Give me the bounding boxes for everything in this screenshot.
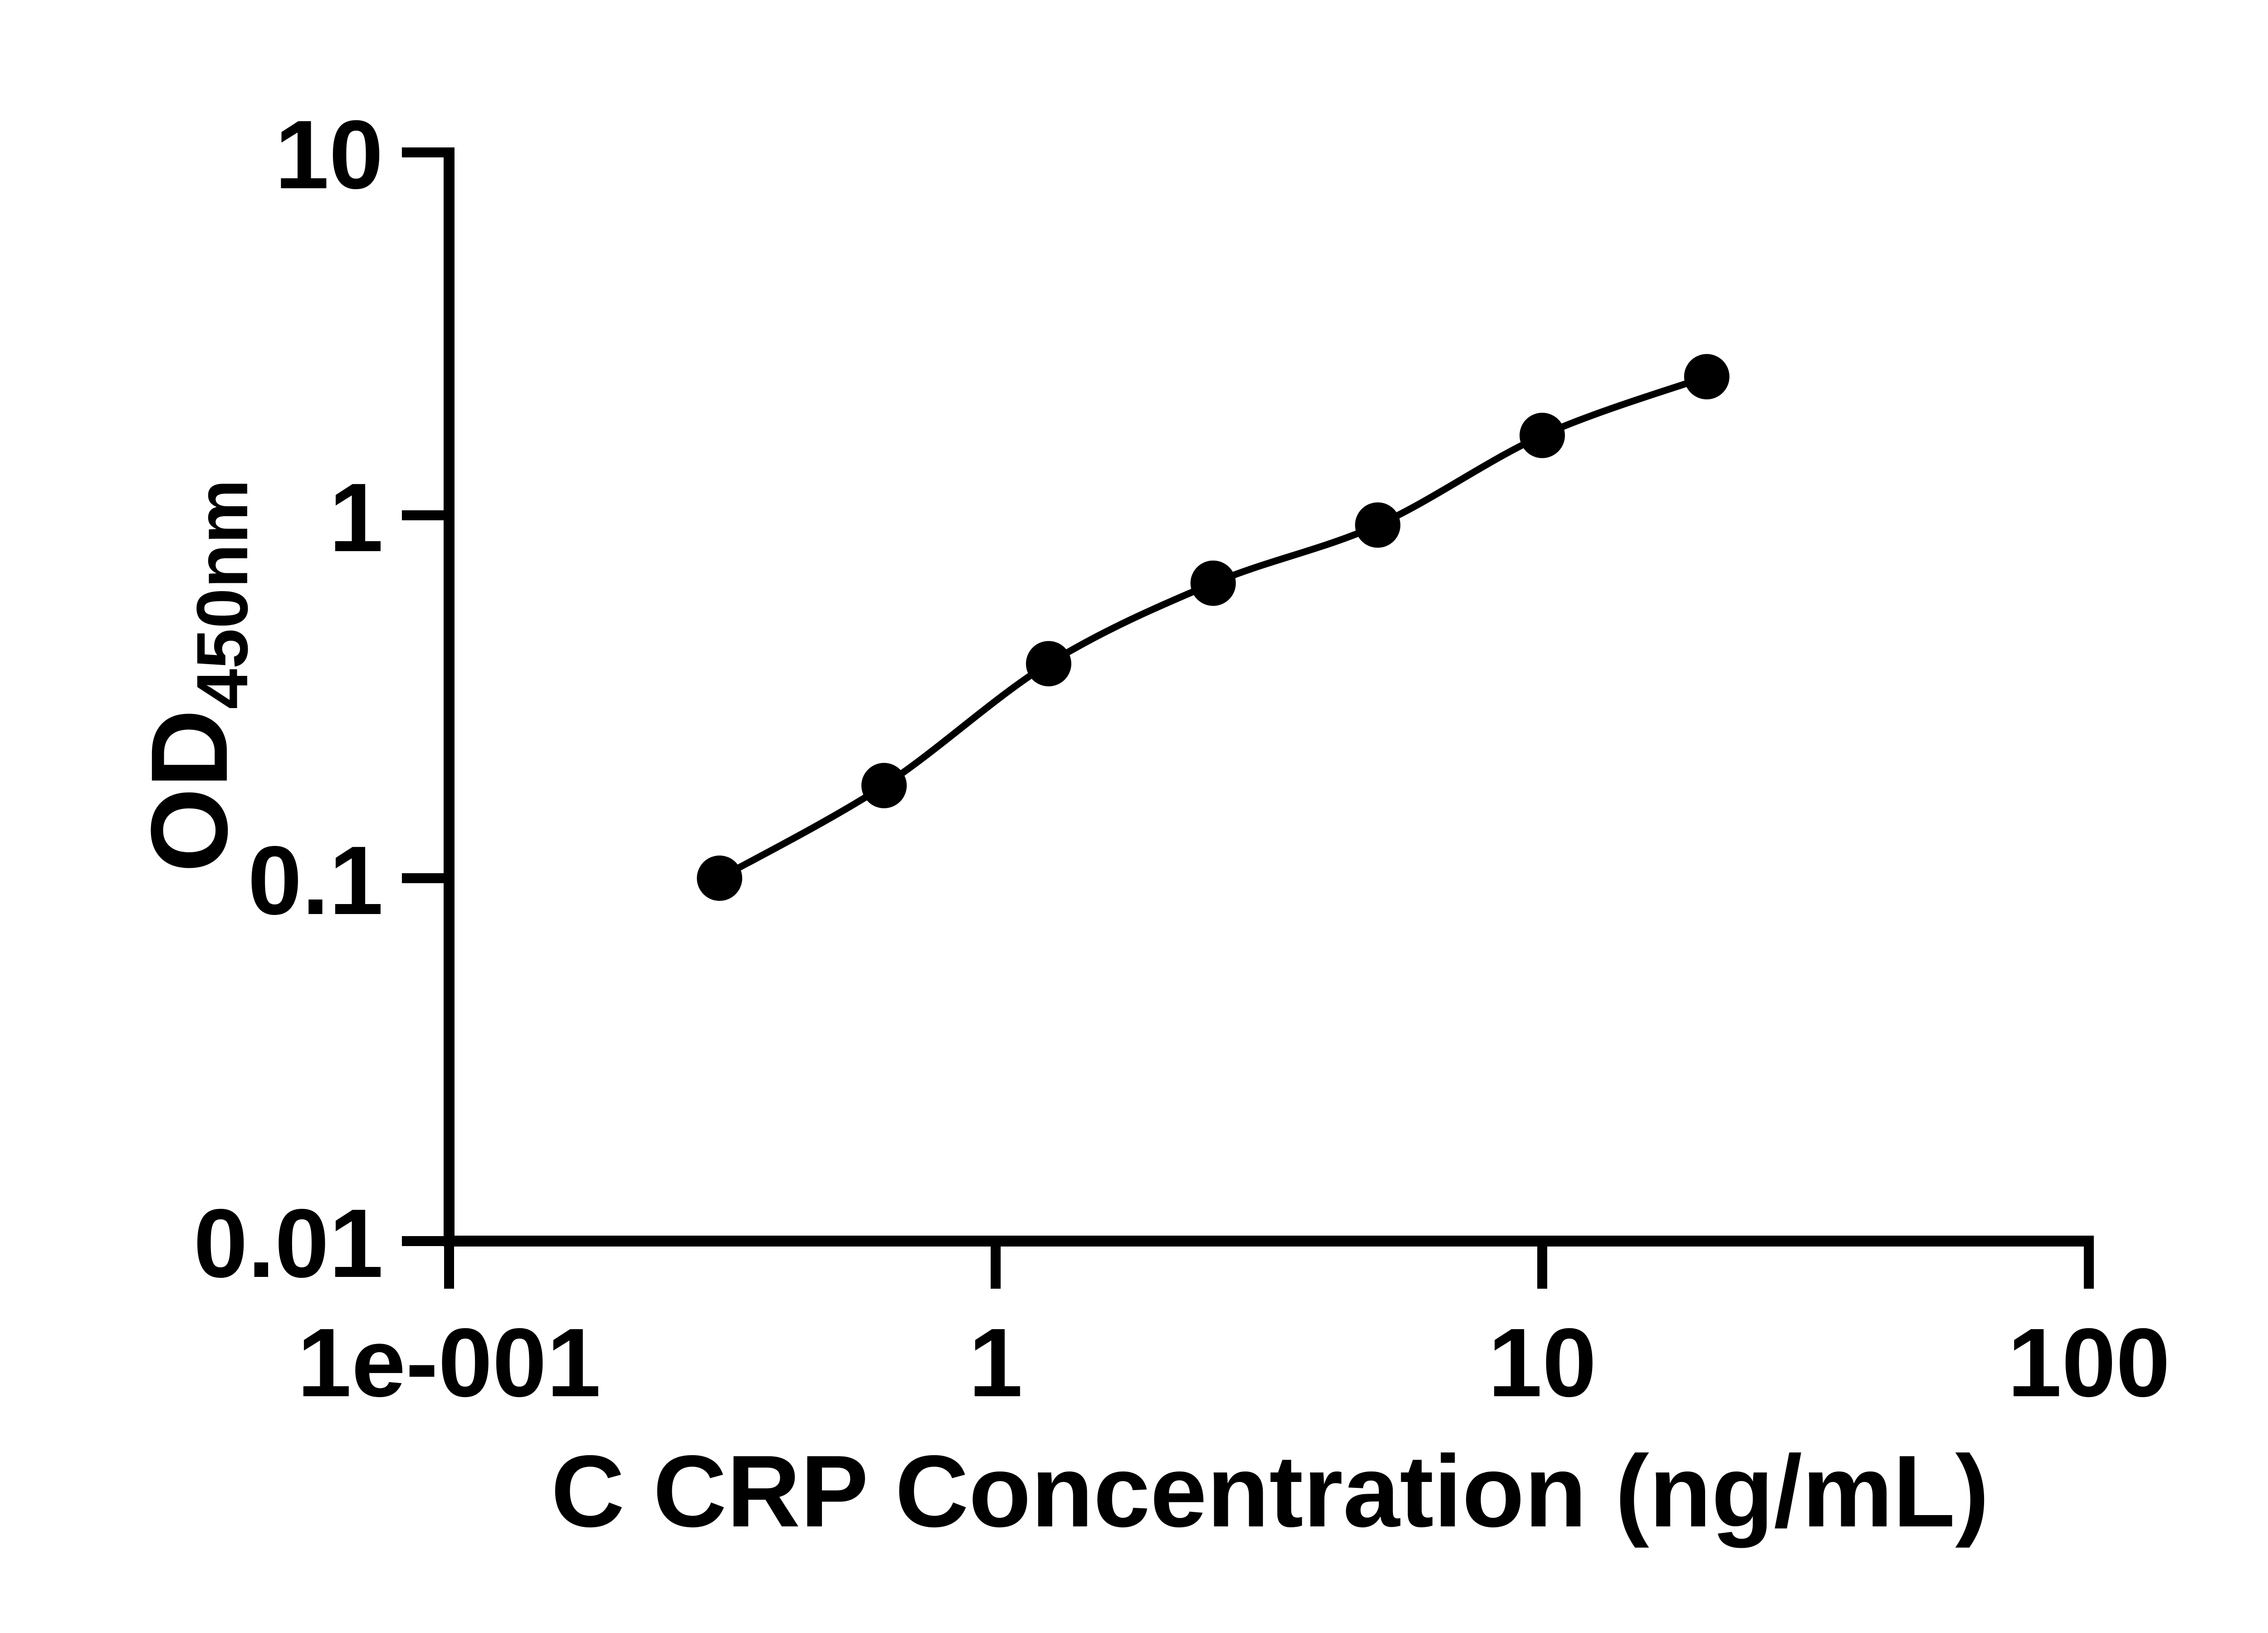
data-point-2 [1026,641,1071,687]
y-tick-group [402,147,455,1246]
x-tick-label-1: 1 [968,1308,1023,1417]
data-point-0 [697,856,743,901]
x-axis-title: C CRP Concentration (ng/mL) [551,1434,1989,1548]
y-tick-label-2: 0.1 [248,826,383,935]
y-axis-title: OD450nm [128,479,263,873]
y-tick-label-3: 0.01 [194,1188,383,1298]
y-tick-label-0: 10 [275,100,383,209]
x-tick-group [444,1241,2094,1289]
y-axis-title-main: OD [128,709,250,872]
x-tick-label-2: 10 [1488,1308,1596,1417]
standard-curve-line [716,373,1711,882]
axes [444,147,2094,1247]
series-group [697,354,1730,901]
data-point-6 [1684,354,1730,400]
data-point-5 [1520,412,1565,458]
y-tick-label-1: 1 [329,463,383,572]
data-point-1 [861,763,907,808]
data-point-3 [1190,560,1236,606]
x-tick-label-group: 1e-001 1 10 100 [297,1308,2170,1417]
y-tick-label-group: 10 1 0.1 0.01 [194,100,383,1298]
y-axis-title-subscript: 450nm [181,479,263,709]
x-tick-label-3: 100 [2008,1308,2170,1417]
x-tick-label-0: 1e-001 [297,1308,601,1417]
data-point-4 [1355,502,1401,548]
